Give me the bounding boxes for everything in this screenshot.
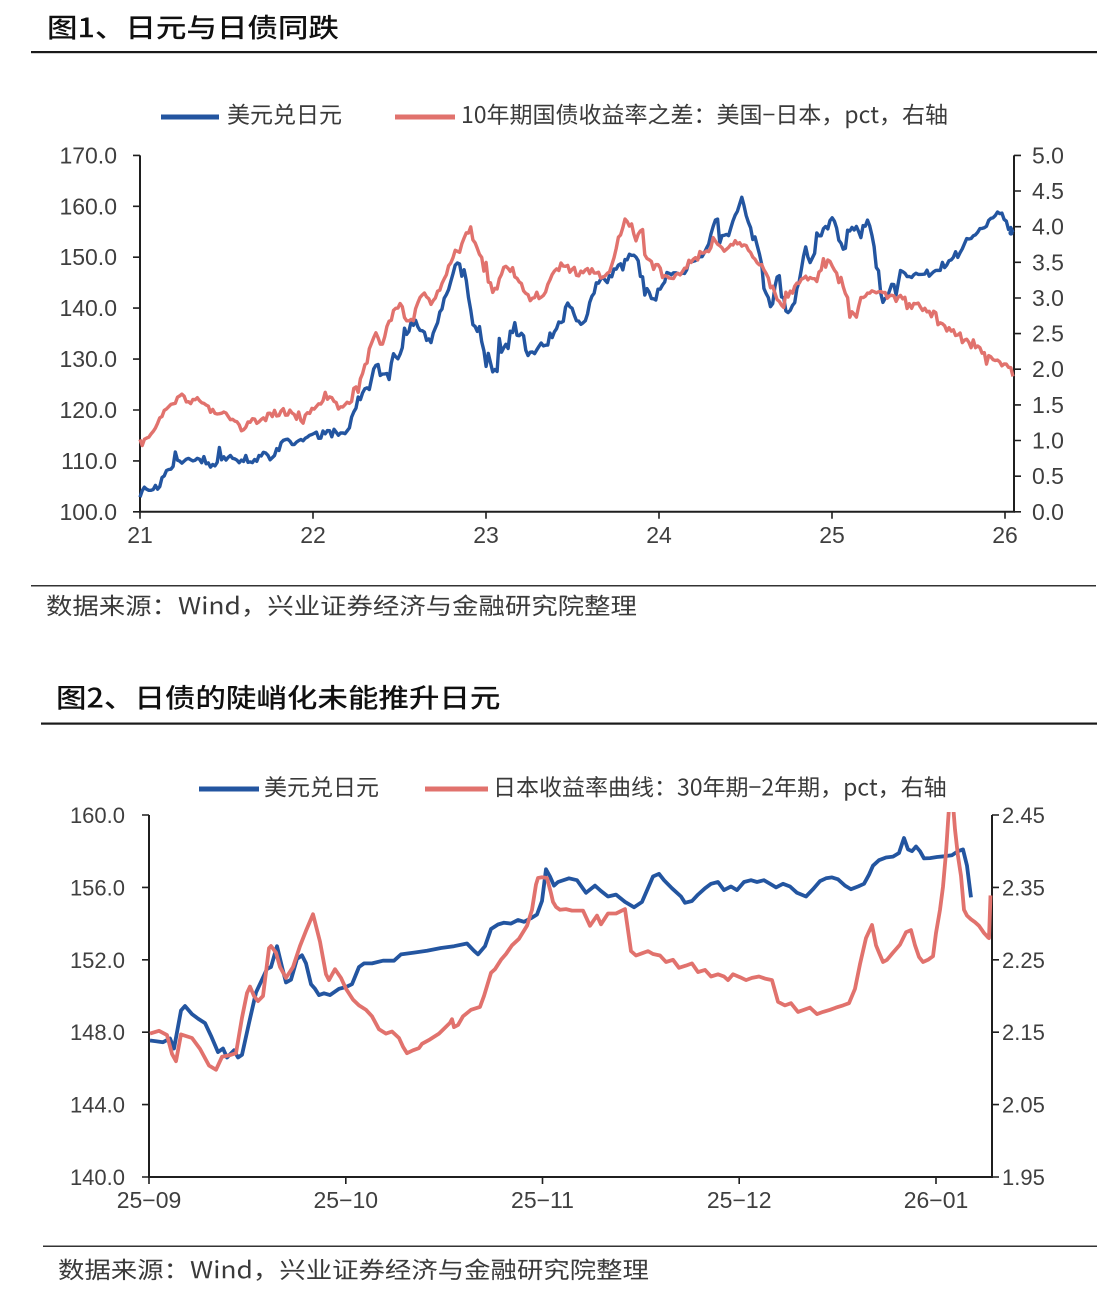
svg-text:152.0: 152.0 (70, 948, 125, 973)
svg-text:2.25: 2.25 (1002, 948, 1045, 973)
svg-text:120.0: 120.0 (59, 397, 117, 423)
svg-text:3.5: 3.5 (1032, 249, 1064, 275)
svg-text:2.45: 2.45 (1002, 803, 1045, 828)
svg-text:2.15: 2.15 (1002, 1020, 1045, 1045)
svg-text:140.0: 140.0 (70, 1165, 125, 1190)
svg-text:2.35: 2.35 (1002, 875, 1045, 900)
svg-text:2.05: 2.05 (1002, 1093, 1045, 1118)
svg-text:2.0: 2.0 (1032, 356, 1064, 382)
svg-text:110.0: 110.0 (61, 448, 117, 474)
svg-text:25−10: 25−10 (313, 1187, 378, 1213)
svg-text:22: 22 (300, 522, 326, 548)
svg-text:21: 21 (127, 522, 153, 548)
svg-text:1.95: 1.95 (1002, 1165, 1045, 1190)
svg-text:4.5: 4.5 (1032, 178, 1064, 204)
svg-text:100.0: 100.0 (59, 499, 117, 525)
svg-text:156.0: 156.0 (70, 875, 125, 900)
svg-text:25−11: 25−11 (511, 1187, 574, 1213)
svg-text:1.0: 1.0 (1032, 428, 1064, 454)
svg-text:0.0: 0.0 (1032, 499, 1064, 525)
svg-text:4.0: 4.0 (1032, 214, 1064, 240)
svg-text:24: 24 (646, 522, 672, 548)
svg-text:170.0: 170.0 (59, 142, 117, 168)
svg-text:140.0: 140.0 (59, 295, 117, 321)
svg-text:23: 23 (473, 522, 499, 548)
svg-text:2.5: 2.5 (1032, 321, 1064, 347)
svg-text:144.0: 144.0 (70, 1093, 125, 1118)
svg-text:3.0: 3.0 (1032, 285, 1064, 311)
svg-text:148.0: 148.0 (70, 1020, 125, 1045)
svg-text:26: 26 (992, 522, 1018, 548)
svg-text:160.0: 160.0 (70, 803, 125, 828)
svg-text:160.0: 160.0 (59, 193, 117, 219)
svg-text:5.0: 5.0 (1032, 142, 1064, 168)
svg-text:1.5: 1.5 (1032, 392, 1064, 418)
svg-text:25−09: 25−09 (117, 1187, 182, 1213)
svg-text:130.0: 130.0 (59, 346, 117, 372)
svg-text:25−12: 25−12 (707, 1187, 772, 1213)
svg-text:0.5: 0.5 (1032, 463, 1064, 489)
svg-text:26−01: 26−01 (904, 1187, 969, 1213)
svg-text:150.0: 150.0 (59, 244, 117, 270)
svg-text:25: 25 (819, 522, 845, 548)
